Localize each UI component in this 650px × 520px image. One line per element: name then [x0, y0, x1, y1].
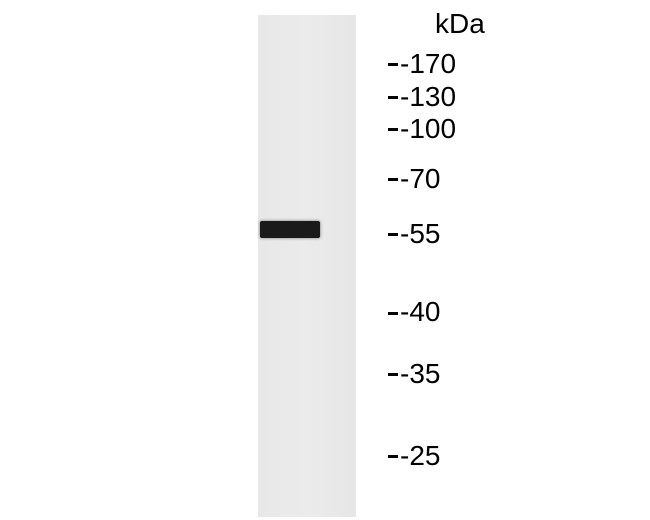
marker-label: -35 [400, 358, 440, 390]
marker-label: -40 [400, 296, 440, 328]
marker-tick [388, 63, 398, 66]
marker-tick [388, 96, 398, 99]
marker-label: -70 [400, 163, 440, 195]
blot-lane [258, 15, 356, 517]
marker-tick [388, 128, 398, 131]
marker-tick [388, 178, 398, 181]
protein-band [260, 221, 320, 238]
marker-tick [388, 455, 398, 458]
marker-tick [388, 373, 398, 376]
marker-label: -130 [400, 81, 456, 113]
unit-label: kDa [435, 8, 485, 40]
marker-tick [388, 233, 398, 236]
marker-label: -55 [400, 218, 440, 250]
marker-label: -100 [400, 113, 456, 145]
western-blot-figure: kDa -170-130-100 -70 -55 -40 -35 -25 [0, 0, 650, 520]
marker-label: -25 [400, 440, 440, 472]
marker-tick [388, 312, 398, 315]
marker-label: -170 [400, 48, 456, 80]
